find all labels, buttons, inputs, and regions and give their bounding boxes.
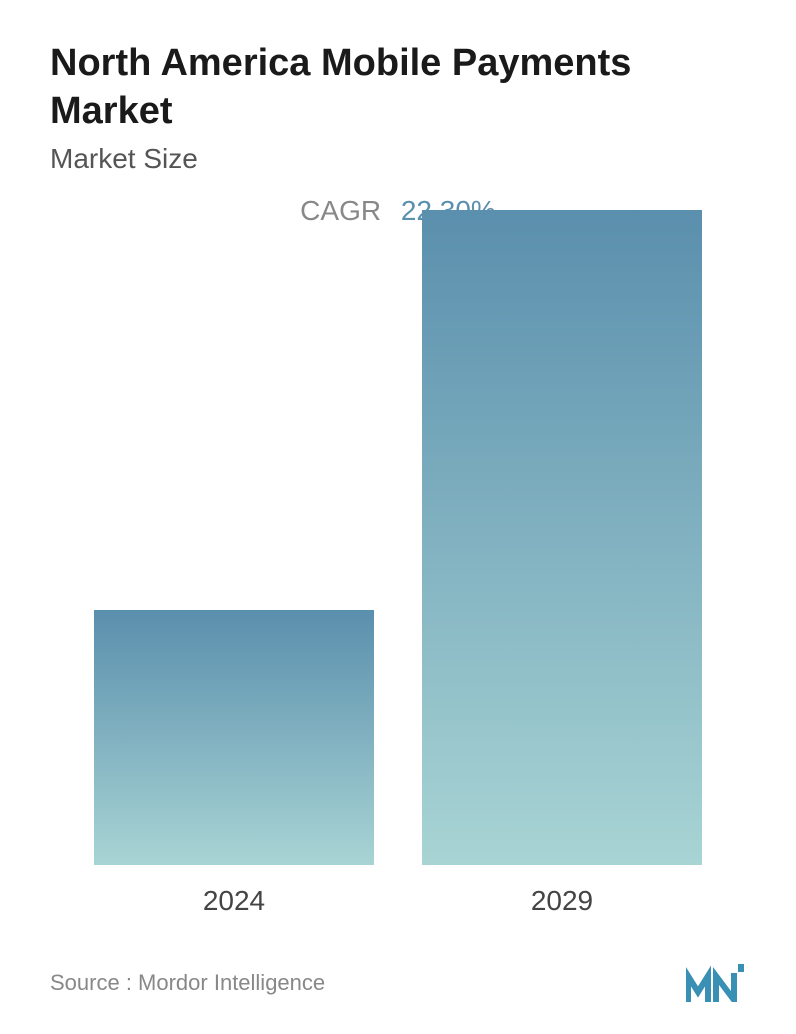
chart-subtitle: Market Size — [50, 143, 746, 175]
cagr-label: CAGR — [300, 195, 381, 226]
footer: Source : Mordor Intelligence — [50, 964, 746, 1002]
source-attribution: Source : Mordor Intelligence — [50, 970, 325, 996]
bar-label-2024: 2024 — [203, 885, 265, 917]
bar-group-2024: 2024 — [94, 610, 374, 917]
bar-group-2029: 2029 — [422, 210, 702, 917]
bar-label-2029: 2029 — [531, 885, 593, 917]
chart-title: North America Mobile Payments Market — [50, 40, 746, 135]
logo-icon — [686, 964, 746, 1002]
chart-area: 2024 2029 — [50, 257, 746, 917]
bar-2029 — [422, 210, 702, 865]
bar-2024 — [94, 610, 374, 865]
